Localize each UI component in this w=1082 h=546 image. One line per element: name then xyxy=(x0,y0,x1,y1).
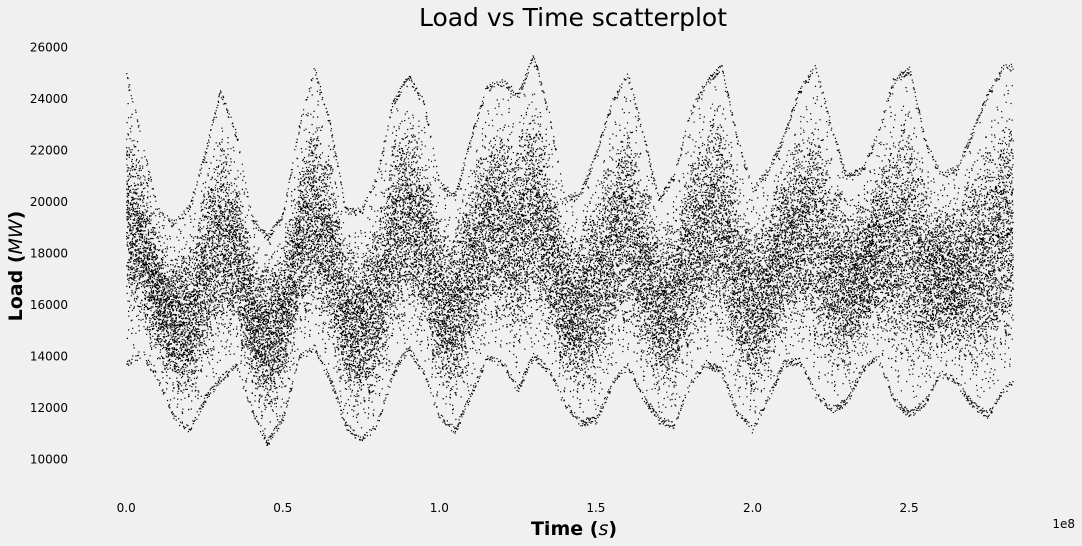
scatter-points xyxy=(126,55,1014,447)
y-axis-label-suffix: ) xyxy=(5,211,27,220)
x-axis-label-unit: s xyxy=(598,518,608,540)
chart-title: Load vs Time scatterplot xyxy=(419,3,727,32)
y-tick-label: 26000 xyxy=(30,41,68,55)
y-axis-label-prefix: Load ( xyxy=(5,254,27,321)
y-tick-label: 24000 xyxy=(30,92,68,106)
y-tick-label: 14000 xyxy=(30,349,68,363)
y-tick-label: 12000 xyxy=(30,401,68,415)
x-tick-label: 0.5 xyxy=(273,501,292,515)
y-axis-ticks: 10000 12000 14000 16000 18000 20000 22000 24000… xyxy=(30,41,68,467)
y-axis-label: Load (MW) xyxy=(5,211,27,322)
x-axis-label-suffix: ) xyxy=(608,518,617,540)
y-tick-label: 10000 xyxy=(30,452,68,466)
x-axis-label: Time (s) xyxy=(531,518,617,540)
y-tick-label: 22000 xyxy=(30,144,68,158)
scatter-point-cloud xyxy=(126,55,1014,447)
x-tick-label: 1.5 xyxy=(586,501,605,515)
x-tick-label: 2.0 xyxy=(743,501,762,515)
x-tick-label: 0.0 xyxy=(117,501,136,515)
y-tick-label: 16000 xyxy=(30,298,68,312)
y-axis-label-unit: MW xyxy=(5,218,27,254)
x-tick-label: 2.5 xyxy=(900,501,919,515)
x-axis-label-prefix: Time ( xyxy=(531,518,598,540)
x-axis-offset-label: 1e8 xyxy=(1052,517,1075,531)
x-tick-label: 1.0 xyxy=(430,501,449,515)
x-axis-ticks: 0.0 0.5 1.0 1.5 2.0 2.5 xyxy=(117,501,919,515)
y-tick-label: 18000 xyxy=(30,247,68,261)
y-tick-label: 20000 xyxy=(30,195,68,209)
